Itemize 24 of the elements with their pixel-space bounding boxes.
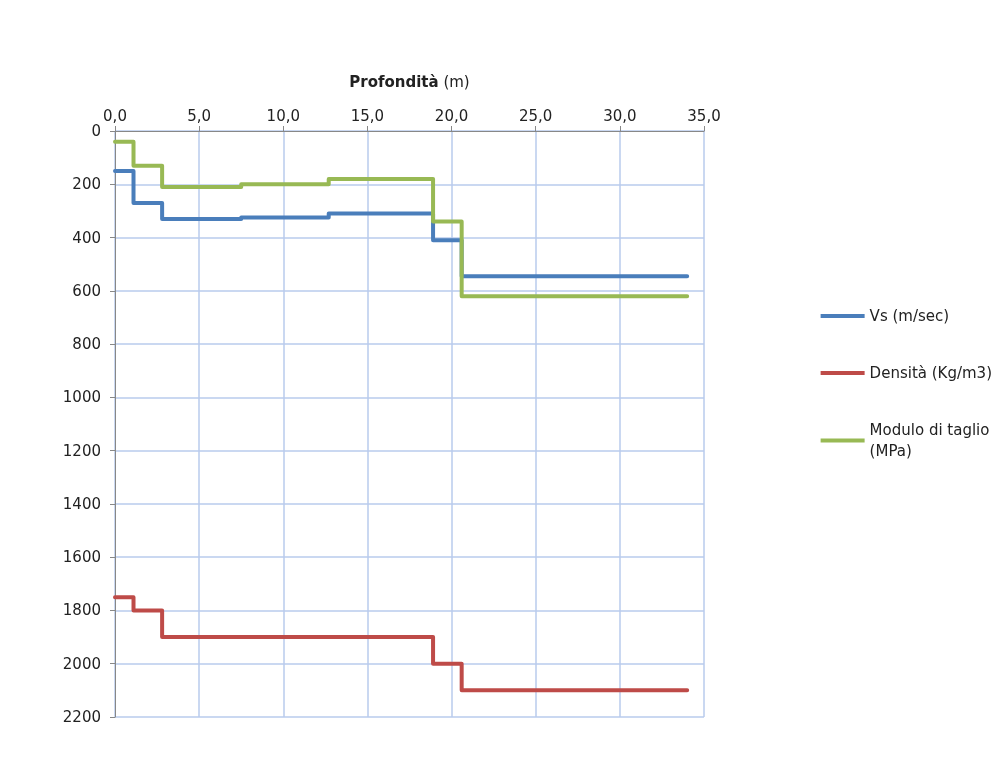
legend-label: Vs (m/sec) xyxy=(869,307,950,325)
y-tick-label: 1400 xyxy=(62,494,101,513)
y-tick-label: 1800 xyxy=(62,601,101,620)
y-tick-label: 2200 xyxy=(62,708,101,726)
y-tick-label: 2000 xyxy=(62,654,101,673)
x-tick-label: 5,0 xyxy=(187,106,212,125)
x-tick-label: 10,0 xyxy=(266,106,300,125)
y-tick-label: 1200 xyxy=(62,441,101,460)
x-tick-label: 15,0 xyxy=(350,106,385,125)
y-tick-label: 600 xyxy=(72,281,101,300)
y-tick-label: 1600 xyxy=(62,548,101,567)
y-tick-label: 1000 xyxy=(62,388,101,407)
legend-label: Modulo di taglio (MPa) xyxy=(869,421,990,460)
y-tick-label: 0 xyxy=(91,122,101,140)
x-tick-label: 25,0 xyxy=(519,106,553,125)
y-tick-label: 400 xyxy=(72,228,101,247)
legend-label: Densità (Kg/m3) xyxy=(869,364,993,382)
x-axis-title: Profondità (m) xyxy=(349,72,470,91)
y-tick-label: 800 xyxy=(72,335,101,354)
x-tick-label: 20,0 xyxy=(434,106,469,125)
x-tick-label: 30,0 xyxy=(603,106,637,125)
x-tick-label: 0,0 xyxy=(103,106,127,125)
y-tick-label: 200 xyxy=(72,175,101,194)
x-tick-label: 35,0 xyxy=(687,106,721,125)
